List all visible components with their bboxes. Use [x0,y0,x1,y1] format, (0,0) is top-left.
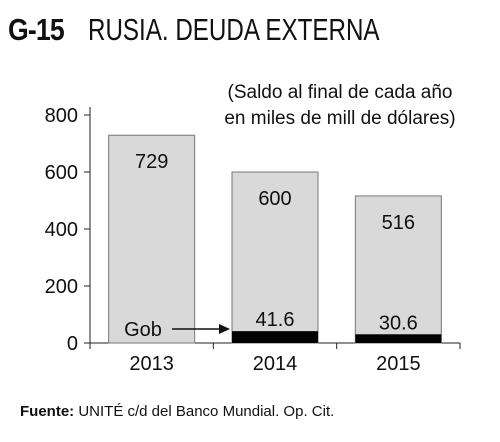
source-label: Fuente: [20,403,75,420]
bar-gob-label-2015: 30.6 [379,312,418,334]
units-note: (Saldo al final de cada año en miles de … [210,80,470,132]
y-tick-label: 200 [45,276,78,298]
bar-gob-2015 [355,334,442,343]
y-tick-label: 400 [45,219,78,241]
source-text: UNITÉ c/d del Banco Mundial. Op. Cit. [74,403,335,420]
bar-total-label-2013: 729 [135,151,168,173]
gob-arrow-head [219,324,230,334]
chart-title: G-15 RUSIA. DEUDA EXTERNA [8,12,380,47]
bar-gob-2014 [232,331,318,343]
bar-total-2013 [108,134,196,344]
y-tick-label: 600 [45,162,78,184]
units-note-line-2: en miles de mill de dólares) [224,108,456,129]
chart-name: RUSIA. DEUDA EXTERNA [88,12,380,47]
x-tick-label-2014: 2014 [253,353,298,375]
y-tick-label: 800 [45,105,78,127]
y-tick-label: 0 [67,333,78,355]
source-note: Fuente: UNITÉ c/d del Banco Mundial. Op.… [20,403,334,420]
x-tick-label-2013: 2013 [129,353,174,375]
bar-gob-label-2014: 41.6 [256,309,295,331]
bar-total-label-2015: 516 [382,212,415,234]
bar-total-2015 [354,195,442,344]
x-tick-label-2015: 2015 [376,353,421,375]
bar-chart: 0 200 400 600 800 729 2013 600 41.6 2014 516 30.6 20… [45,105,461,375]
gob-annotation-label: Gob [124,319,162,341]
chart-code: G-15 [8,12,65,47]
bar-total-label-2014: 600 [258,188,291,210]
units-note-line-1: (Saldo al final de cada año [227,82,453,103]
